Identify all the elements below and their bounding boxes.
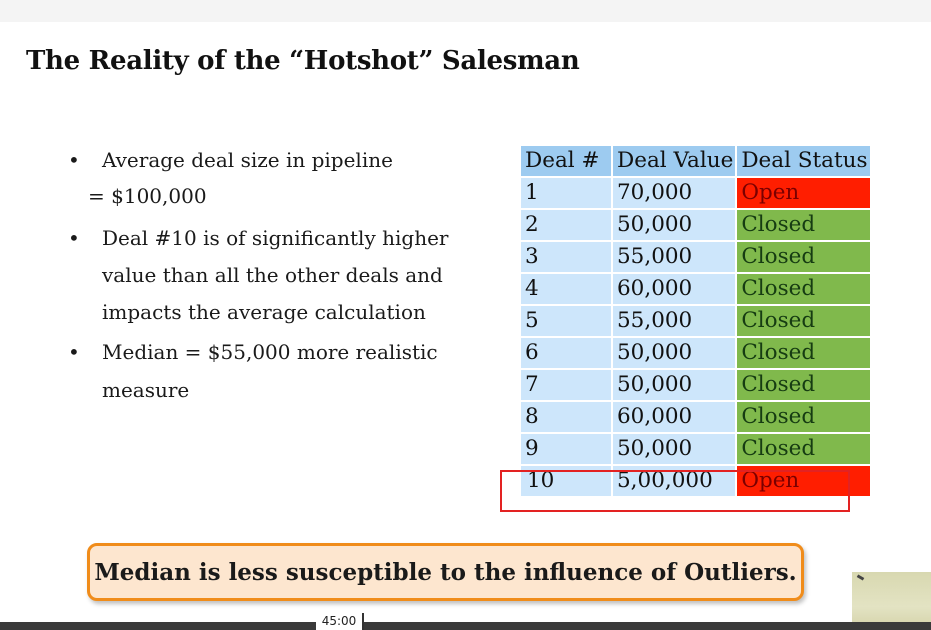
bullet-text: = $100,000 [88, 184, 207, 208]
table-row: 6 50,000 Closed [521, 337, 870, 370]
slide-title: The Reality of the “Hotshot” Salesman [26, 46, 580, 76]
bullet-continuation: impacts the average calculation [60, 294, 480, 334]
bullet-list: • Average deal size in pipeline = $100,0… [60, 142, 480, 408]
table-row: 8 60,000 Closed [521, 401, 870, 434]
bullet-text: Average deal size in pipeline [102, 148, 393, 172]
bullet-text: Deal #10 is of significantly higher [102, 226, 449, 250]
bullet-text: Median = $55,000 more realistic [102, 340, 438, 364]
deal-value-cell: 50,000 [612, 337, 738, 370]
deal-status-cell: Closed [736, 401, 870, 434]
table-row: 2 50,000 Closed [521, 209, 870, 242]
deal-status-cell: Closed [736, 209, 870, 242]
bullet-item: • Median = $55,000 more realistic [60, 334, 480, 372]
deal-status-cell: Closed [736, 369, 870, 402]
deal-number-cell: 7 [521, 369, 613, 402]
deal-number-cell: 8 [521, 401, 613, 434]
deal-value-cell: 50,000 [612, 433, 738, 466]
bullet-continuation: value than all the other deals and [60, 257, 480, 294]
deal-number-cell: 5 [521, 305, 613, 338]
bullet-text: measure [102, 378, 190, 402]
deal-number-cell: 1 [521, 177, 613, 210]
deal-number-cell: 6 [521, 337, 613, 370]
table-row: 9 50,000 Closed [521, 433, 870, 466]
video-time-label: 45:00 [316, 613, 364, 630]
deal-number-cell: 2 [521, 209, 613, 242]
deal-value-cell: 60,000 [612, 401, 738, 434]
column-header-deal-status: Deal Status [736, 146, 870, 178]
callout-text: Median is less susceptible to the influe… [94, 558, 797, 586]
deal-value-cell: 50,000 [612, 369, 738, 402]
deal-number-cell: 3 [521, 241, 613, 274]
deal-status-cell: Closed [736, 337, 870, 370]
bullet-item: • Average deal size in pipeline [60, 142, 480, 178]
presenter-video-thumbnail[interactable] [852, 572, 931, 630]
deal-value-cell: 60,000 [612, 273, 738, 306]
top-band [0, 0, 931, 22]
deal-status-cell: Open [736, 177, 870, 210]
bullet-item: • Deal #10 is of significantly higher [60, 220, 480, 257]
callout-box: Median is less susceptible to the influe… [87, 543, 804, 601]
table-row: 1 70,000 Open [521, 177, 870, 210]
bullet-text: impacts the average calculation [102, 300, 426, 324]
deals-table: Deal # Deal Value Deal Status 1 70,000 Ope… [521, 146, 870, 498]
table-row: 4 60,000 Closed [521, 273, 870, 306]
bullet-continuation: = $100,000 [60, 178, 480, 220]
outlier-highlight-box [500, 470, 850, 512]
table-header-row: Deal # Deal Value Deal Status [521, 146, 870, 178]
bullet-dot: • [68, 148, 80, 172]
bullet-continuation: measure [60, 372, 480, 408]
deal-value-cell: 70,000 [612, 177, 738, 210]
thumbnail-mark [856, 574, 865, 581]
bullet-dot: • [68, 226, 80, 250]
deal-status-cell: Closed [736, 305, 870, 338]
deal-value-cell: 55,000 [612, 241, 738, 274]
deal-number-cell: 4 [521, 273, 613, 306]
deal-status-cell: Closed [736, 273, 870, 306]
table-row: 5 55,000 Closed [521, 305, 870, 338]
bullet-dot: • [68, 340, 80, 364]
deal-status-cell: Closed [736, 241, 870, 274]
deal-value-cell: 55,000 [612, 305, 738, 338]
column-header-deal-number: Deal # [521, 146, 613, 178]
column-header-deal-value: Deal Value [612, 146, 738, 178]
video-progress-bar[interactable] [0, 622, 931, 630]
table-row: 3 55,000 Closed [521, 241, 870, 274]
bullet-text: value than all the other deals and [102, 263, 443, 287]
deal-number-cell: 9 [521, 433, 613, 466]
deal-value-cell: 50,000 [612, 209, 738, 242]
deal-status-cell: Closed [736, 433, 870, 466]
table-row: 7 50,000 Closed [521, 369, 870, 402]
